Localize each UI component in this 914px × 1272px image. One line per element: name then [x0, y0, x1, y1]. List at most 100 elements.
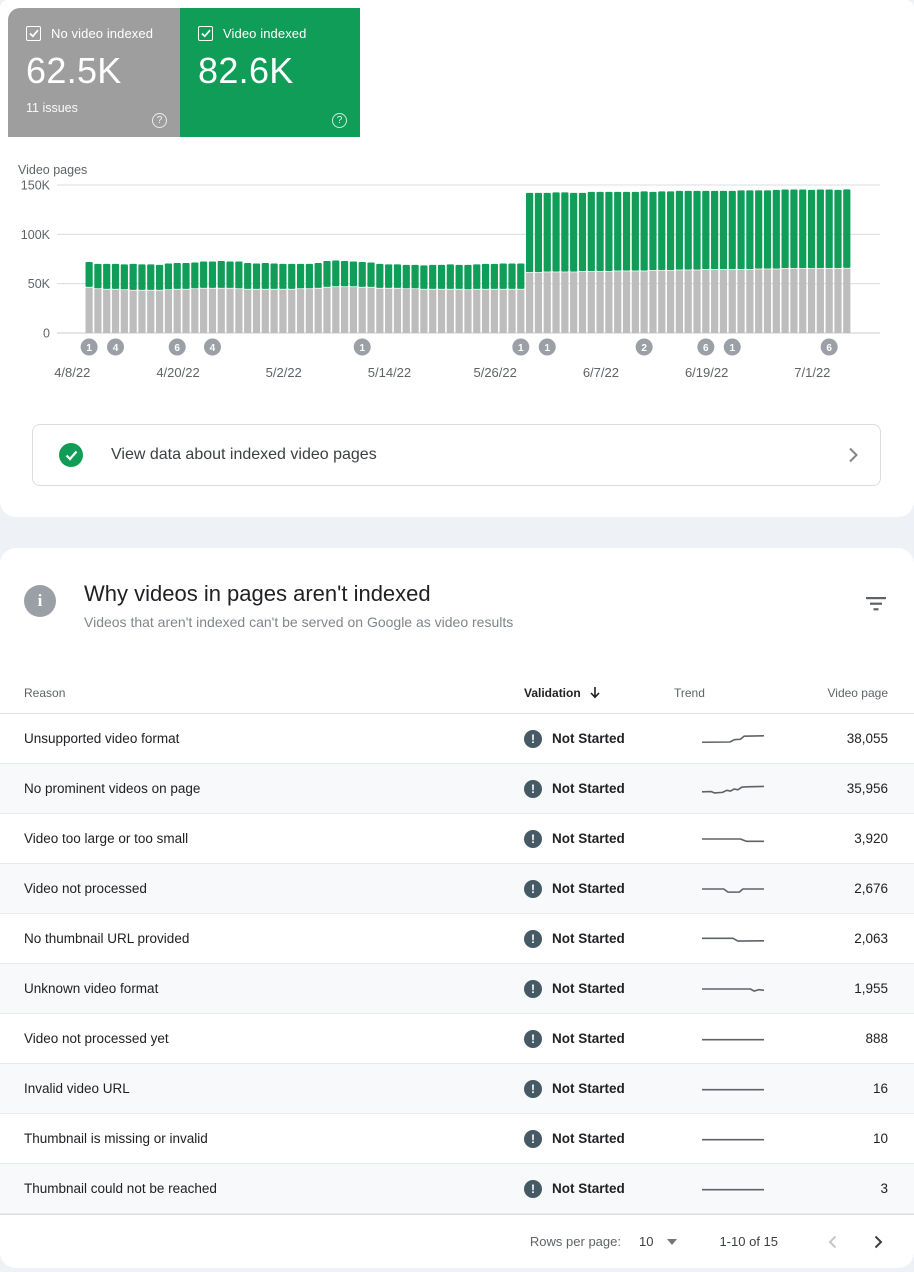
validation-status: Not Started	[552, 731, 625, 746]
summary-card-not-indexed[interactable]: No video indexed 62.5K 11 issues ?	[8, 8, 180, 137]
svg-text:1: 1	[359, 343, 365, 354]
svg-text:5/26/22: 5/26/22	[473, 365, 516, 380]
reason-cell: Thumbnail is missing or invalid	[24, 1131, 208, 1146]
video-page-count: 35,956	[846, 781, 888, 796]
validation-status: Not Started	[552, 931, 625, 946]
video-pages-stacked-bar-chart[interactable]: 0 50K 100K 150K Video pages 1 4 6 4 1 1 1 2 6 1 6 4/8/22…	[0, 150, 914, 395]
table-row[interactable]: Unknown video format! Not Started 1,955	[0, 964, 914, 1014]
validation-cell: ! Not Started	[524, 879, 674, 898]
summary-card-indexed[interactable]: Video indexed 82.6K ?	[180, 8, 360, 137]
exclamation-circle-icon: !	[524, 879, 542, 898]
table-row[interactable]: Thumbnail is missing or invalid! Not Star…	[0, 1114, 914, 1164]
reason-cell: No thumbnail URL provided	[24, 931, 190, 946]
svg-text:4: 4	[210, 343, 216, 354]
check-circle-icon	[59, 443, 83, 467]
column-header-reason[interactable]: Reason	[24, 685, 66, 700]
video-page-count: 38,055	[846, 731, 888, 746]
svg-text:5/14/22: 5/14/22	[368, 365, 411, 380]
svg-text:1: 1	[518, 343, 524, 354]
previous-page-button[interactable]	[820, 1230, 844, 1254]
table-row[interactable]: Invalid video URL! Not Started 16	[0, 1064, 914, 1114]
svg-text:Video pages: Video pages	[18, 163, 87, 177]
video-page-count: 3	[880, 1181, 888, 1196]
info-icon: i	[24, 585, 56, 617]
validation-status: Not Started	[552, 881, 625, 896]
validation-status: Not Started	[552, 1181, 625, 1196]
table-row[interactable]: No prominent videos on page! Not Started 3…	[0, 764, 914, 814]
banner-label: View data about indexed video pages	[111, 446, 377, 463]
exclamation-circle-icon: !	[524, 1029, 542, 1048]
reason-cell: No prominent videos on page	[24, 781, 201, 796]
svg-text:4/20/22: 4/20/22	[156, 365, 199, 380]
table-row[interactable]: No thumbnail URL provided! Not Started 2,0…	[0, 914, 914, 964]
svg-text:50K: 50K	[28, 277, 51, 291]
validation-status: Not Started	[552, 781, 625, 796]
indexed-count: 82.6K	[198, 50, 294, 91]
video-page-count: 10	[872, 1131, 888, 1146]
validation-cell: ! Not Started	[524, 829, 674, 848]
reason-cell: Video not processed yet	[24, 1031, 169, 1046]
validation-status: Not Started	[552, 1031, 625, 1046]
view-indexed-data-banner[interactable]: View data about indexed video pages	[32, 424, 881, 486]
trend-sparkline	[674, 831, 792, 847]
validation-cell: ! Not Started	[524, 1029, 674, 1048]
reason-cell: Invalid video URL	[24, 1081, 130, 1096]
exclamation-circle-icon: !	[524, 1129, 542, 1148]
validation-cell: ! Not Started	[524, 779, 674, 798]
trend-sparkline	[674, 1181, 792, 1197]
svg-text:150K: 150K	[21, 179, 51, 193]
trend-sparkline	[674, 981, 792, 997]
issues-count: 11 issues	[26, 101, 78, 115]
validation-cell: ! Not Started	[524, 979, 674, 998]
table-footer: Rows per page: 10 1-10 of 15	[0, 1214, 914, 1268]
validation-cell: ! Not Started	[524, 929, 674, 948]
help-icon[interactable]: ?	[332, 113, 347, 128]
validation-cell: ! Not Started	[524, 1079, 674, 1098]
video-page-count: 3,920	[854, 831, 888, 846]
table-row[interactable]: Thumbnail could not be reached ! Not Start…	[0, 1164, 914, 1214]
trend-sparkline	[674, 881, 792, 897]
svg-text:6: 6	[826, 343, 832, 354]
not-indexed-count: 62.5K	[26, 50, 122, 91]
table-row[interactable]: Video not processed! Not Started 2,676	[0, 864, 914, 914]
checkbox-no-video-indexed[interactable]	[26, 26, 41, 41]
exclamation-circle-icon: !	[524, 779, 542, 798]
filter-icon[interactable]	[862, 590, 890, 618]
video-page-count: 2,676	[854, 881, 888, 896]
trend-sparkline	[674, 731, 792, 747]
svg-text:6/19/22: 6/19/22	[685, 365, 728, 380]
table-row[interactable]: Unsupported video format! Not Started 38,0…	[0, 714, 914, 764]
trend-sparkline	[674, 1081, 792, 1097]
column-header-video-page[interactable]: Video page	[827, 685, 888, 700]
reason-cell: Unsupported video format	[24, 731, 180, 746]
issues-panel: i Why videos in pages aren't indexed Vid…	[0, 548, 914, 1268]
chevron-right-icon	[849, 447, 858, 463]
table-row[interactable]: Video not processed yet! Not Started 888	[0, 1014, 914, 1064]
pagination-range: 1-10 of 15	[719, 1234, 778, 1249]
reason-cell: Thumbnail could not be reached	[24, 1181, 217, 1196]
issues-table-body: Unsupported video format! Not Started 38,0…	[0, 714, 914, 1214]
svg-text:5/2/22: 5/2/22	[266, 365, 302, 380]
svg-text:2: 2	[641, 343, 647, 354]
checkbox-video-indexed[interactable]	[198, 26, 213, 41]
validation-status: Not Started	[552, 1081, 625, 1096]
exclamation-circle-icon: !	[524, 829, 542, 848]
exclamation-circle-icon: !	[524, 1079, 542, 1098]
card-label: No video indexed	[51, 26, 154, 41]
svg-text:6: 6	[703, 343, 709, 354]
exclamation-circle-icon: !	[524, 729, 542, 748]
next-page-button[interactable]	[866, 1230, 890, 1254]
validation-cell: ! Not Started	[524, 729, 674, 748]
svg-text:1: 1	[86, 343, 92, 354]
validation-cell: ! Not Started	[524, 1179, 674, 1198]
chart-panel: No video indexed 62.5K 11 issues ? Video…	[0, 0, 914, 517]
table-row[interactable]: Video too large or too small! Not Started…	[0, 814, 914, 864]
dropdown-arrow-icon	[667, 1238, 678, 1245]
help-icon[interactable]: ?	[152, 113, 167, 128]
trend-sparkline	[674, 1131, 792, 1147]
issues-panel-header: i Why videos in pages aren't indexed Vid…	[0, 548, 914, 672]
column-header-validation[interactable]: Validation	[524, 686, 674, 700]
validation-status: Not Started	[552, 981, 625, 996]
rows-per-page-select[interactable]: 10	[639, 1234, 678, 1249]
trend-sparkline	[674, 781, 792, 797]
